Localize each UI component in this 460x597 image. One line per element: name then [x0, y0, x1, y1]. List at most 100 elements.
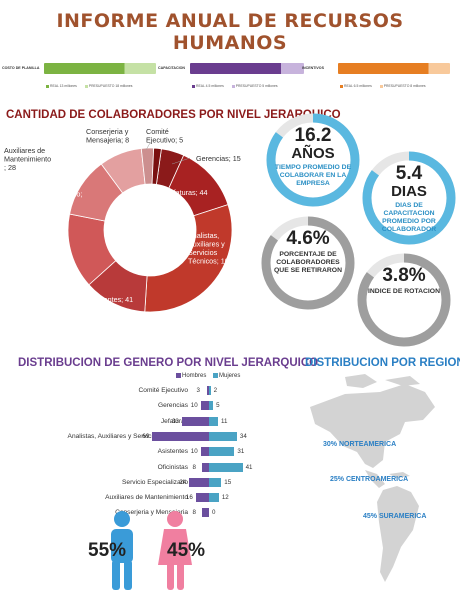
budget-legend-real: REAL 13 millones — [46, 84, 77, 88]
gender-legend: Hombres Mujeres — [176, 373, 240, 379]
value-hombres: 8 — [192, 463, 196, 471]
legend-hombres: Hombres — [176, 373, 206, 379]
gender-category-label: Servicio Especializado — [122, 478, 188, 486]
budget-label: INCENTIVOS — [302, 66, 324, 70]
budget-label: COSTO DE PLANILLA — [2, 66, 40, 70]
donut-label: Conserjeria y Mensajeria; 8 — [86, 127, 129, 145]
gender-bar-row: Comité Ejecutivo 3 2 — [0, 385, 460, 399]
leader-line — [145, 142, 151, 151]
donut-label: Gerencias; 15 — [196, 154, 241, 163]
stat-caption: PORCENTAJE DE COLABORADORES QUE SE RETIR… — [274, 251, 342, 274]
region-north-america: 30% NORTEAMERICA — [323, 441, 396, 448]
people-figures — [111, 511, 192, 590]
gender-bar-row: Servicio Especializado 24 15 — [0, 477, 460, 491]
budget-legend-presupuesto: PRESUPUESTO 8 millones — [379, 84, 426, 88]
bar-hombres — [189, 477, 209, 487]
budget-legend: REAL 4.5 millones PRESUPUESTO 5 millones — [192, 84, 278, 88]
woman-icon — [158, 511, 192, 590]
value-hombres: 3 — [196, 387, 200, 394]
gender-category-label: Oficinistas — [157, 463, 188, 471]
stat-value: 4.6% — [286, 228, 330, 249]
budget-legend-real: REAL 4.5 millones — [192, 84, 224, 88]
bar-hombres — [202, 462, 209, 472]
bar-mujeres — [209, 431, 237, 441]
budget-bar — [338, 63, 450, 74]
value-mujeres: 34 — [239, 432, 247, 440]
stat-caption: TIEMPO PROMEDIO DE COLABORAR EN LA EMPRE… — [274, 164, 352, 187]
value-mujeres: 15 — [224, 478, 232, 486]
bar-hombres — [202, 508, 209, 518]
budget-bar — [190, 63, 304, 74]
gender-bar-row: Oficinistas 8 41 — [0, 462, 460, 476]
gender-bar-row: Jefaturas 33 11 — [0, 416, 460, 430]
stat-caption: INDICE DE ROTACION — [368, 288, 440, 295]
region-central-america: 25% CENTROAMERICA — [330, 476, 408, 483]
bar-hombres — [200, 447, 209, 457]
gender-bar-row: Conserjeria y Mensajeria 8 0 — [0, 507, 460, 521]
budget-legend: REAL 13 millones PRESUPUESTO 18 millones — [46, 84, 132, 88]
gender-bar-row: Analistas, Auxiliares y Servicios Técnic… — [0, 431, 460, 445]
value-hombres: 16 — [185, 494, 193, 502]
donut-slice — [151, 147, 162, 185]
leader-line — [171, 157, 191, 165]
america-map: 30% NORTEAMERICA 25% CENTROAMERICA 45% S… — [310, 374, 435, 582]
level-section-title: CANTIDAD DE COLABORADORES POR NIVEL JERA… — [6, 109, 341, 121]
region-south-america: 45% SURAMERICA — [363, 513, 426, 520]
page-title: INFORME ANUAL DE RECURSOS HUMANOS — [56, 10, 404, 54]
value-mujeres: 12 — [221, 494, 229, 502]
budget-legend-presupuesto: PRESUPUESTO 18 millones — [84, 84, 132, 88]
budget-legend-presupuesto: PRESUPUESTO 5 millones — [231, 84, 278, 88]
stat-unit: AÑOS — [291, 145, 335, 162]
gender-category-label: Comité Ejecutivo — [138, 387, 188, 394]
man-icon — [111, 511, 133, 590]
value-mujeres: 5 — [216, 402, 220, 410]
value-hombres: 24 — [179, 478, 187, 486]
stat-unit: DIAS — [391, 183, 427, 200]
value-mujeres: 31 — [237, 448, 245, 456]
gender-category-label: Gerencias — [157, 402, 188, 410]
budget-legend-real: REAL 6.5 millones — [340, 84, 372, 88]
donut-label: Analistas, Auxiliares y Servicios Técnicos;… — [188, 231, 233, 266]
donut-label: Comité Ejecutivo; 5 — [146, 127, 183, 145]
stat-caption: DIAS DE CAPACITACION PROMEDIO POR COLABO… — [381, 202, 437, 233]
donut-label: Auxiliares de Mantenimiento; 28 — [4, 146, 51, 172]
bar-mujeres — [209, 447, 235, 457]
value-hombres: 69 — [142, 432, 150, 440]
bar-hombres — [195, 493, 209, 503]
gender-bar-row: Auxiliares de Mantenimiento 16 12 — [0, 492, 460, 506]
value-mujeres: 0 — [212, 509, 216, 517]
value-mujeres: 41 — [245, 463, 253, 471]
gender-bar-row: Asistentes 10 31 — [0, 446, 460, 460]
value-mujeres: 2 — [213, 387, 218, 394]
budget-legend: REAL 6.5 millones PRESUPUESTO 8 millones — [340, 84, 426, 88]
bar-mujeres — [209, 477, 222, 487]
gender-category-label: Analistas, Auxiliares y Servicios Técnic… — [67, 432, 188, 440]
legend-mujeres: Mujeres — [213, 373, 240, 379]
bar-mujeres — [209, 416, 219, 426]
map-shape — [310, 374, 435, 582]
stat-block: 5.4 DIAS DIAS DE CAPACITACION PROMEDIO POR… — [361, 164, 457, 234]
value-hombres: 8 — [192, 509, 196, 517]
budget-bar — [44, 63, 156, 74]
bar-mujeres — [209, 386, 211, 395]
value-hombres: 33 — [171, 417, 179, 425]
gender-section-title: DISTRIBUCION DE GENERO POR NIVEL JERARQU… — [18, 357, 319, 369]
bar-mujeres — [209, 493, 219, 503]
donut-label: Servicio Especializado; 39 — [36, 181, 82, 207]
region-section-title: DISTRIBUCION POR REGION — [305, 357, 460, 369]
donut-label: Jefaturas; 44 — [166, 188, 208, 197]
men-percentage: 55% — [88, 540, 127, 561]
stat-block: 3.8% INDICE DE ROTACION — [356, 266, 452, 296]
donut-slice — [144, 204, 233, 313]
gender-bar-row: Gerencias 10 5 — [0, 400, 460, 414]
stat-block: 16.2 AÑOS TIEMPO PROMEDIO DE COLABORAR EN … — [265, 126, 361, 188]
bar-mujeres — [209, 401, 214, 411]
stat-value: 5.4 — [395, 163, 423, 184]
stat-value: 16.2 — [294, 125, 332, 146]
bar-mujeres — [209, 462, 243, 472]
value-hombres: 10 — [190, 448, 198, 456]
